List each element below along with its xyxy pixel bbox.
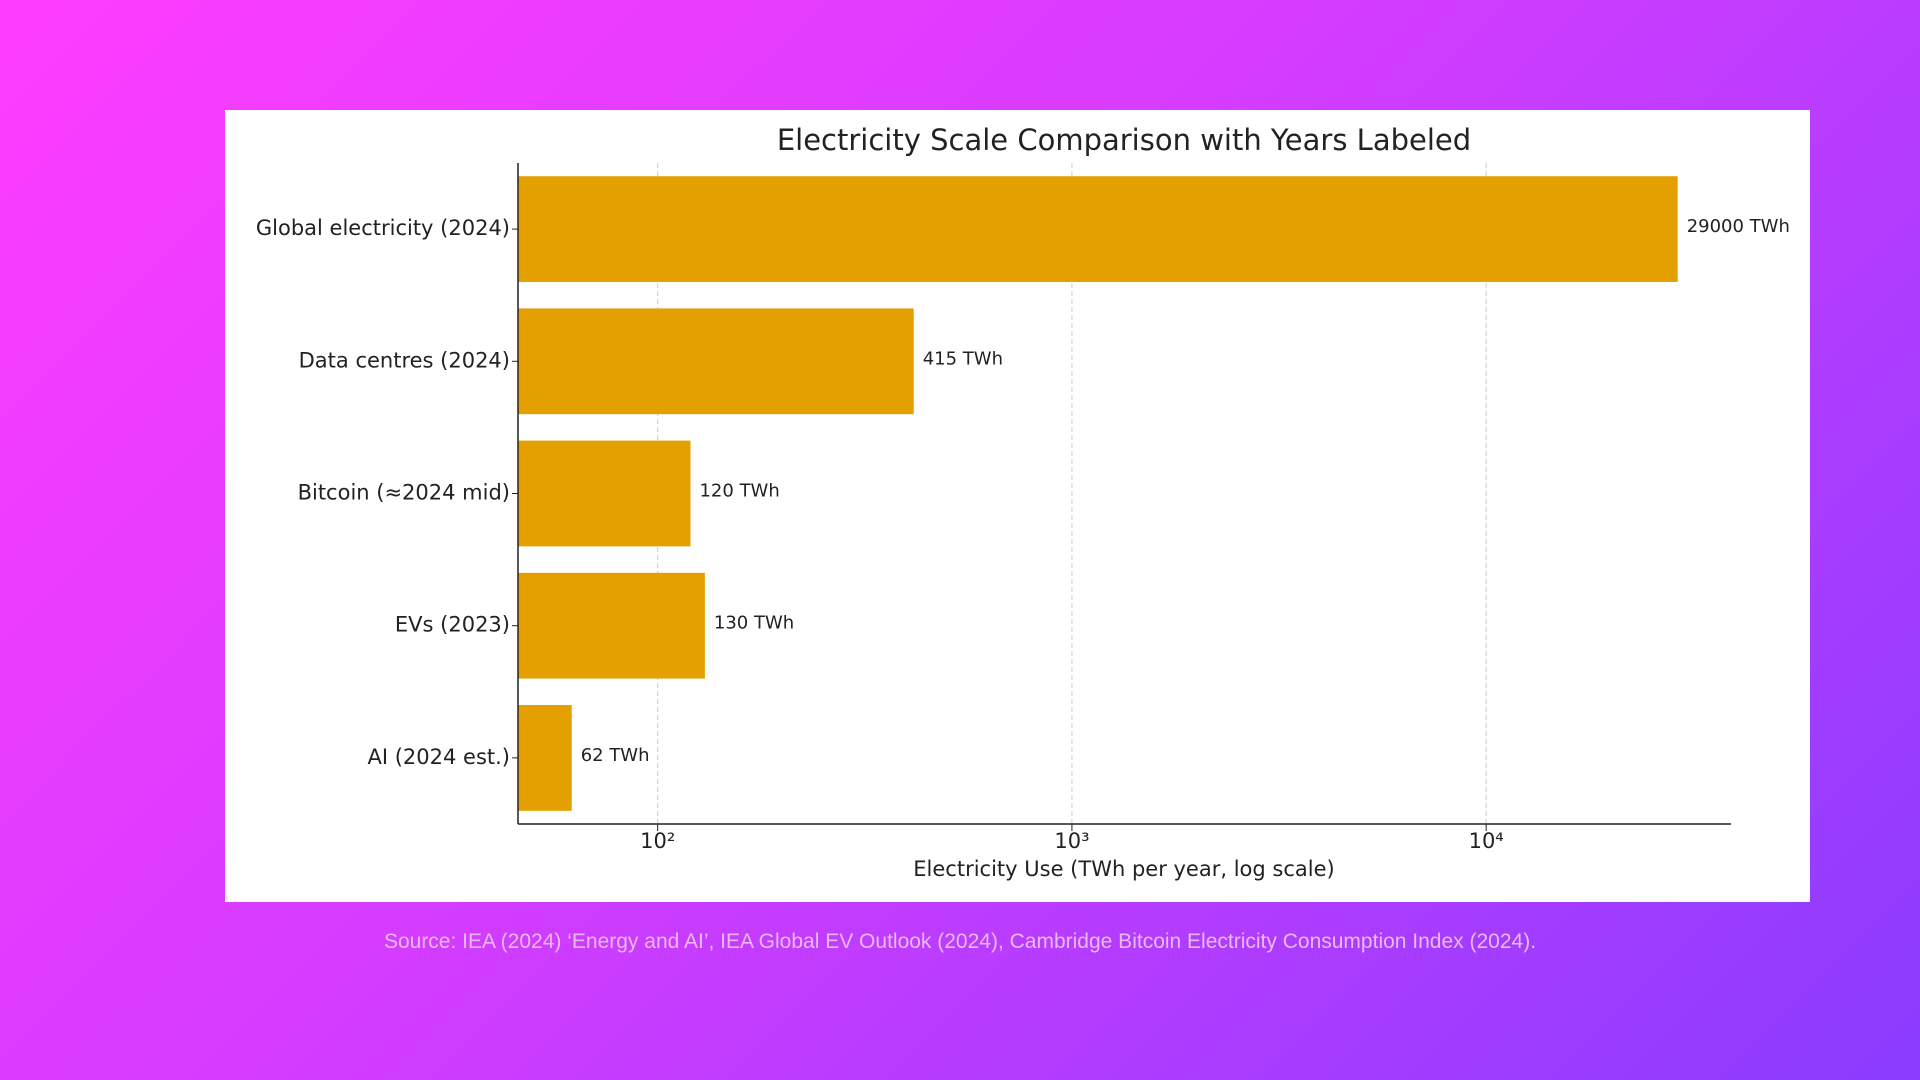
bar [518,440,691,547]
value-label: 120 TWh [699,481,779,502]
y-tick-label: Bitcoin (≈2024 mid) [298,481,510,505]
value-label: 415 TWh [923,348,1003,369]
x-axis-label: Electricity Use (TWh per year, log scale… [913,857,1334,881]
value-label: 62 TWh [581,745,650,766]
y-tick-label: Global electricity (2024) [256,216,510,240]
x-tick-label: 10² [640,829,675,853]
bar [518,176,1678,282]
bar [518,705,572,811]
bar [518,308,914,415]
x-tick-label: 10⁴ [1469,829,1504,853]
y-tick-label: AI (2024 est.) [367,745,510,769]
value-label: 130 TWh [714,613,794,634]
chart-title: Electricity Scale Comparison with Years … [777,123,1471,157]
bar [518,572,705,679]
y-tick-label: EVs (2023) [395,613,510,637]
value-label: 29000 TWh [1687,216,1790,237]
x-tick-label: 10³ [1054,829,1089,853]
source-note: Source: IEA (2024) ‘Energy and AI’, IEA … [383,930,1537,953]
y-tick-label: Data centres (2024) [299,348,510,372]
